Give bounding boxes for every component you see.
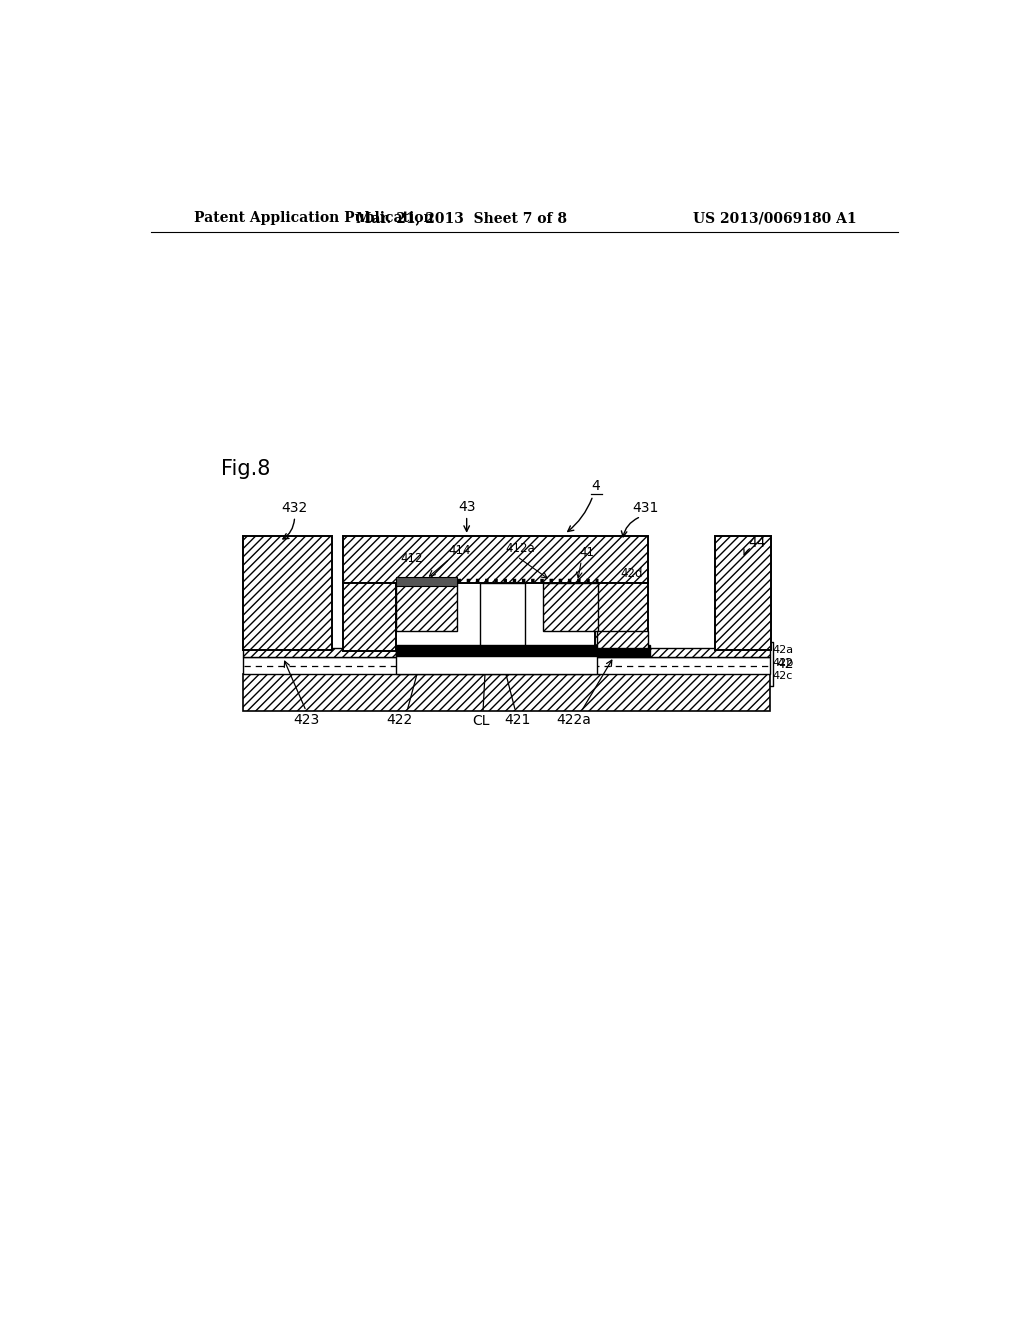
Bar [396, 648, 597, 675]
Text: 412a: 412a [506, 543, 536, 554]
Text: 44: 44 [748, 536, 766, 550]
Text: 422a: 422a [556, 713, 591, 727]
Bar [396, 645, 597, 656]
Bar [544, 583, 598, 631]
Bar [343, 583, 396, 651]
Text: 432: 432 [282, 500, 308, 515]
Text: 42: 42 [776, 657, 794, 672]
Text: 4: 4 [592, 479, 600, 494]
Text: Fig.8: Fig.8 [221, 459, 270, 479]
Text: CL: CL [472, 714, 489, 729]
Bar [396, 583, 457, 631]
Bar [597, 631, 648, 648]
Bar [595, 583, 648, 651]
Text: 43: 43 [458, 500, 475, 515]
Bar [480, 583, 525, 645]
Text: 421: 421 [504, 713, 530, 727]
Bar [243, 536, 332, 649]
Bar [524, 585, 544, 645]
Text: 414: 414 [449, 544, 471, 557]
Bar [243, 675, 770, 711]
Text: 42c: 42c [773, 671, 794, 681]
Text: 42b: 42b [773, 657, 794, 668]
Text: 42d: 42d [621, 568, 643, 581]
Bar [243, 648, 770, 657]
Text: 431: 431 [633, 500, 658, 515]
Bar [343, 536, 648, 583]
Bar [243, 657, 770, 675]
Bar [716, 536, 771, 649]
Text: 423: 423 [293, 713, 319, 727]
Text: Mar. 21, 2013  Sheet 7 of 8: Mar. 21, 2013 Sheet 7 of 8 [355, 211, 566, 226]
Text: US 2013/0069180 A1: US 2013/0069180 A1 [693, 211, 856, 226]
Text: 41: 41 [580, 545, 595, 558]
Bar [397, 585, 479, 645]
Text: 42a: 42a [773, 644, 794, 655]
Bar [396, 577, 457, 586]
Text: 422: 422 [386, 713, 413, 727]
Text: 412: 412 [400, 552, 423, 565]
Text: Patent Application Publication: Patent Application Publication [194, 211, 433, 226]
Bar [597, 645, 649, 656]
